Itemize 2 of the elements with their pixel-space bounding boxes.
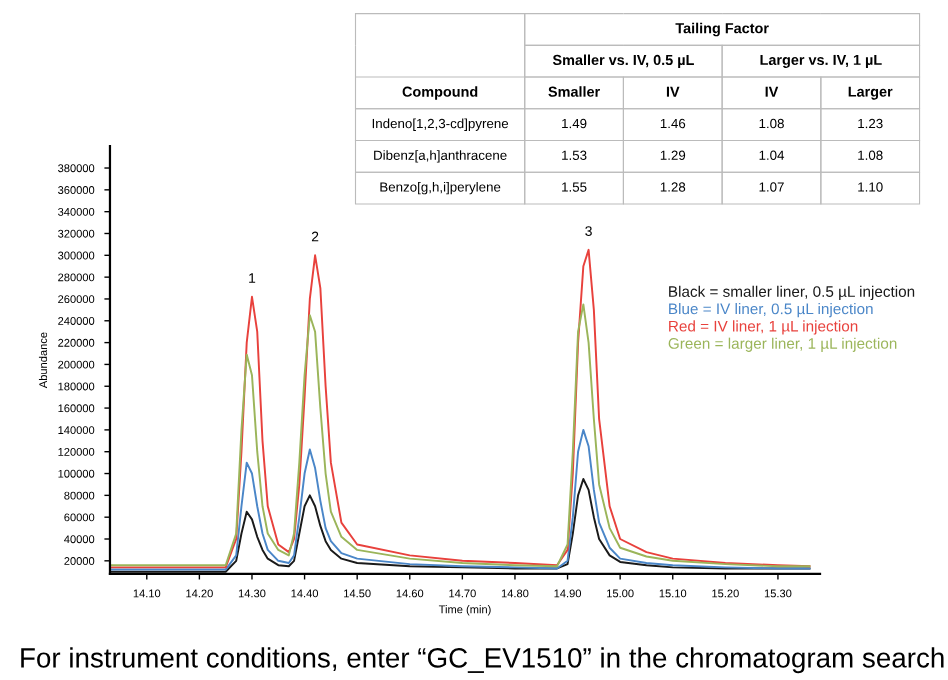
text: For instrument conditions, enter “GC_EV1510” in the chromatogram search [21,647,944,674]
line-series [109,428,811,571]
